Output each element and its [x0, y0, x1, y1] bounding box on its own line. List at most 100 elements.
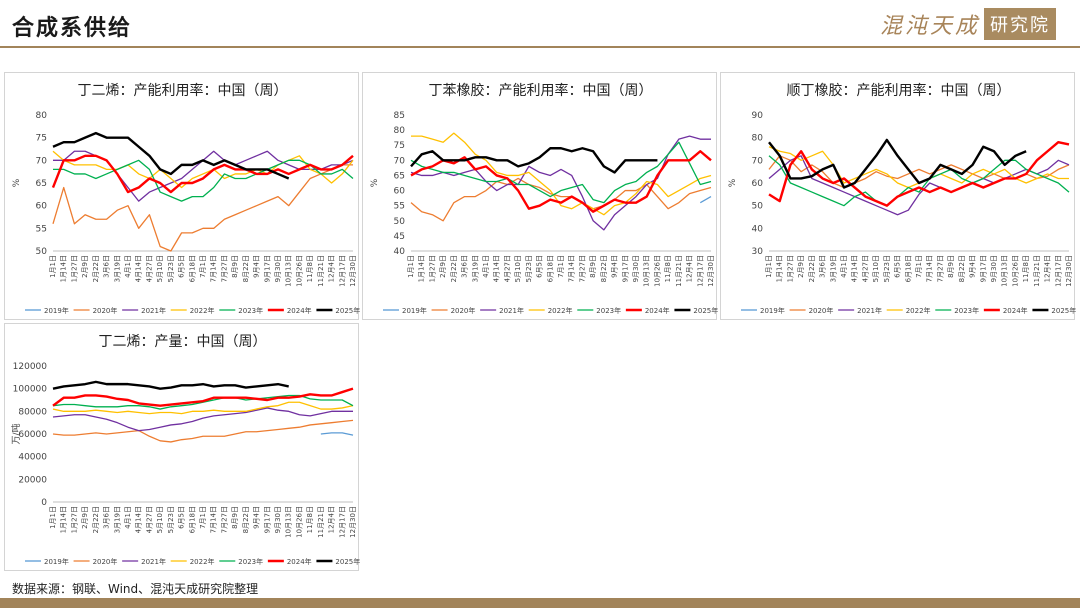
legend-label: 2020年 [93, 557, 118, 566]
x-tick-label: 2月22日 [92, 506, 100, 533]
x-tick-label: 2月9日 [797, 255, 805, 278]
x-tick-label: 2月22日 [92, 255, 100, 282]
x-tick-label: 8月22日 [958, 255, 966, 282]
x-tick-label: 12月4日 [1044, 255, 1052, 282]
legend-label: 2025年 [335, 306, 360, 315]
legend-label: 2020年 [451, 306, 476, 315]
x-tick-label: 12月4日 [328, 255, 336, 282]
series-line-2020年 [410, 177, 712, 222]
series-line-2025年 [52, 131, 290, 180]
y-tick-label: 60 [36, 202, 48, 212]
series-line-2021年 [768, 155, 1070, 216]
y-tick-label: 40 [394, 247, 406, 257]
x-tick-label: 10月13日 [643, 255, 651, 287]
brand-logo: 混沌天成 研究院 [880, 8, 1056, 40]
y-tick-label: 65 [394, 171, 405, 181]
x-tick-label: 2月9日 [81, 255, 89, 278]
y-axis-label: % [12, 178, 22, 187]
legend-label: 2020年 [809, 306, 834, 315]
x-tick-label: 7月27日 [220, 255, 228, 282]
x-tick-label: 11月8日 [664, 255, 672, 282]
y-tick-label: 50 [394, 217, 406, 227]
y-axis-label: 万/吨 [10, 423, 22, 444]
x-tick-label: 8月22日 [600, 255, 608, 282]
x-tick-label: 10月13日 [285, 506, 293, 538]
legend-label: 2024年 [287, 557, 312, 566]
x-tick-label: 8月9日 [947, 255, 955, 278]
data-source-note: 数据来源：钢联、Wind、混沌天成研究院整理 [12, 582, 259, 596]
x-tick-label: 6月5日 [894, 255, 902, 278]
chart-panel-br-utilization: 顺丁橡胶：产能利用率：中国（周）% 30 40 50 60 70 80 90 1月1日 1月14日… [720, 72, 1076, 320]
chart-title: 丁苯橡胶：产能利用率：中国（周） [429, 82, 653, 99]
x-tick-label: 7月27日 [220, 506, 228, 533]
x-tick-label: 1月27日 [70, 506, 78, 533]
x-tick-label: 11月8日 [306, 255, 314, 282]
x-tick-label: 1月14日 [60, 506, 68, 533]
x-tick-label: 12月30日 [349, 506, 357, 538]
x-tick-label: 7月1日 [199, 506, 207, 529]
x-tick-label: 1月14日 [776, 255, 784, 282]
x-tick-label: 6月18日 [904, 255, 912, 282]
series-line-2024年 [768, 140, 1070, 207]
footer-bar [0, 598, 1080, 608]
series-line-2023年 [53, 159, 354, 202]
y-tick-label: 20000 [18, 475, 47, 485]
legend-label: 2021年 [141, 306, 166, 315]
series-line-2025年 [52, 380, 289, 390]
legend-label: 2020年 [93, 306, 118, 315]
x-tick-label: 7月1日 [199, 255, 207, 278]
x-tick-label: 12月30日 [707, 255, 715, 287]
x-tick-label: 1月14日 [60, 255, 68, 282]
brand-name: 混沌天成 [879, 14, 980, 39]
x-tick-label: 4月27日 [145, 506, 153, 533]
x-tick-label: 12月30日 [1065, 255, 1073, 287]
x-tick-label: 11月21日 [317, 255, 325, 287]
header-divider [0, 46, 1080, 48]
series-line-2023年 [410, 141, 712, 204]
x-tick-label: 1月1日 [765, 255, 773, 278]
y-tick-label: 100000 [13, 385, 48, 395]
x-tick-label: 9月30日 [274, 255, 282, 282]
x-tick-label: 6月5日 [178, 255, 186, 278]
x-tick-label: 10月13日 [1001, 255, 1009, 287]
x-tick-label: 4月14日 [493, 255, 501, 282]
x-tick-label: 12月17日 [696, 255, 704, 287]
y-axis-label: % [728, 178, 738, 187]
y-tick-label: 70 [394, 156, 406, 166]
x-tick-label: 4月27日 [145, 255, 153, 282]
legend-label: 2024年 [645, 306, 670, 315]
chart-title: 顺丁橡胶：产能利用率：中国（周） [787, 82, 1011, 99]
legend-label: 2022年 [190, 306, 215, 315]
x-tick-label: 4月1日 [840, 255, 848, 278]
series-line-2021年 [53, 150, 354, 202]
x-tick-label: 10月26日 [295, 255, 303, 287]
legend-label: 2023年 [954, 306, 979, 315]
chart-panel-sbr-utilization: 丁苯橡胶：产能利用率：中国（周）% 40 45 50 55 60 65 70 75 80 85 1月1… [362, 72, 718, 320]
x-tick-label: 11月8日 [1022, 255, 1030, 282]
x-tick-label: 1月14日 [418, 255, 426, 282]
legend-label: 2023年 [238, 306, 263, 315]
legend-label: 2019年 [44, 557, 69, 566]
y-tick-label: 80 [36, 111, 48, 121]
series-line-2022年 [52, 150, 354, 189]
x-tick-label: 1月27日 [70, 255, 78, 282]
x-tick-label: 6月5日 [178, 506, 186, 529]
y-tick-label: 65 [36, 179, 47, 189]
x-tick-label: 7月14日 [210, 506, 218, 533]
x-tick-label: 1月1日 [49, 506, 57, 529]
y-tick-label: 60000 [18, 430, 47, 440]
series-line-2022年 [411, 132, 712, 216]
x-tick-label: 8月22日 [242, 506, 250, 533]
y-axis-label: % [370, 178, 380, 187]
x-tick-label: 9月30日 [632, 255, 640, 282]
x-tick-label: 10月26日 [653, 255, 661, 287]
x-tick-label: 5月10日 [514, 255, 522, 282]
chart-title: 丁二烯：产能利用率：中国（周） [78, 82, 288, 99]
y-tick-label: 70 [36, 156, 48, 166]
x-tick-label: 1月1日 [49, 255, 57, 278]
y-tick-label: 120000 [13, 362, 48, 372]
y-tick-label: 0 [41, 498, 47, 508]
x-tick-label: 2月9日 [439, 255, 447, 278]
chart-panel-butadiene-utilization: 丁二烯：产能利用率：中国（周）% 50 55 60 65 70 75 80 1月1日 1月14日 1… [4, 72, 360, 320]
legend-label: 2022年 [190, 557, 215, 566]
